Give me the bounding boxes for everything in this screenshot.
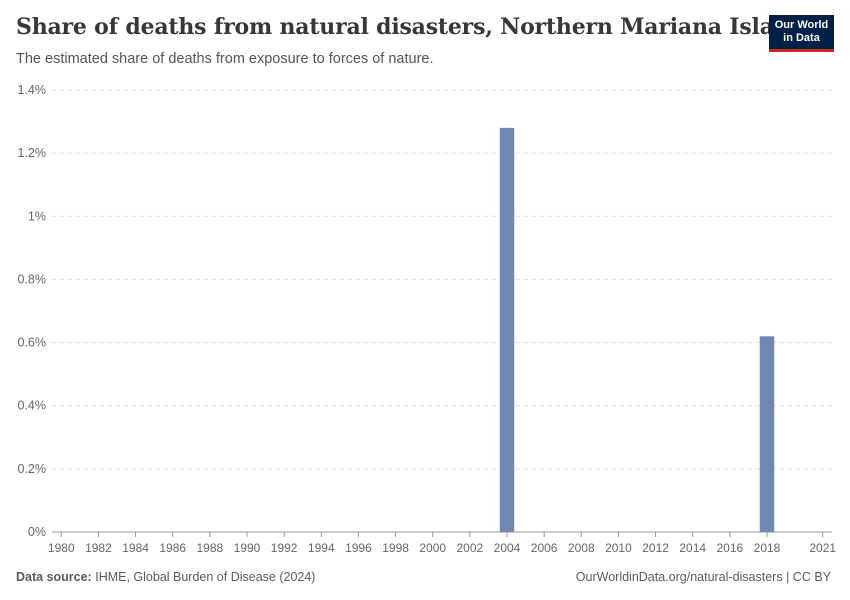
x-tick-label: 1982	[85, 541, 112, 555]
x-tick-label: 1986	[159, 541, 186, 555]
x-tick-label: 2010	[605, 541, 632, 555]
data-source-text[interactable]: IHME, Global Burden of Disease (2024)	[95, 570, 316, 584]
y-tick-label: 0.4%	[18, 399, 47, 413]
x-tick-label: 2018	[754, 541, 781, 555]
x-tick-label: 1992	[271, 541, 298, 555]
x-tick-label: 1984	[122, 541, 149, 555]
x-tick-label: 1994	[308, 541, 335, 555]
logo-line-2: in Data	[783, 32, 820, 44]
x-tick-label: 2006	[531, 541, 558, 555]
bar-2004[interactable]	[499, 127, 515, 532]
x-tick-label: 2014	[679, 541, 706, 555]
x-tick-label: 2002	[457, 541, 484, 555]
x-tick-label: 1990	[234, 541, 261, 555]
owid-logo[interactable]: Our World in Data	[769, 15, 834, 52]
x-tick-label: 1998	[382, 541, 409, 555]
y-tick-label: 0.2%	[18, 462, 47, 476]
x-tick-label: 1980	[48, 541, 75, 555]
y-tick-label: 0.6%	[18, 336, 47, 350]
x-tick-label: 2008	[568, 541, 595, 555]
x-tick-label: 2004	[494, 541, 521, 555]
bar-2018[interactable]	[759, 336, 775, 532]
y-tick-label: 1%	[28, 209, 46, 223]
logo-line-1: Our World	[774, 19, 829, 31]
x-tick-label: 2016	[717, 541, 744, 555]
x-tick-label: 2000	[419, 541, 446, 555]
x-tick-label: 2021	[809, 541, 836, 555]
chart-title: Share of deaths from natural disasters, …	[16, 14, 817, 40]
y-tick-label: 0%	[28, 525, 46, 539]
y-tick-label: 1.2%	[18, 146, 47, 160]
data-source-label: Data source:	[16, 570, 92, 584]
x-tick-label: 2012	[642, 541, 669, 555]
x-tick-label: 1996	[345, 541, 372, 555]
x-tick-label: 1988	[197, 541, 224, 555]
chart-subtitle: The estimated share of deaths from expos…	[16, 51, 434, 67]
data-source: Data source: IHME, Global Burden of Dise…	[16, 570, 315, 584]
y-tick-label: 0.8%	[18, 272, 47, 286]
source-url-license[interactable]: OurWorldinData.org/natural-disasters | C…	[575, 570, 831, 584]
y-tick-label: 1.4%	[18, 83, 47, 97]
